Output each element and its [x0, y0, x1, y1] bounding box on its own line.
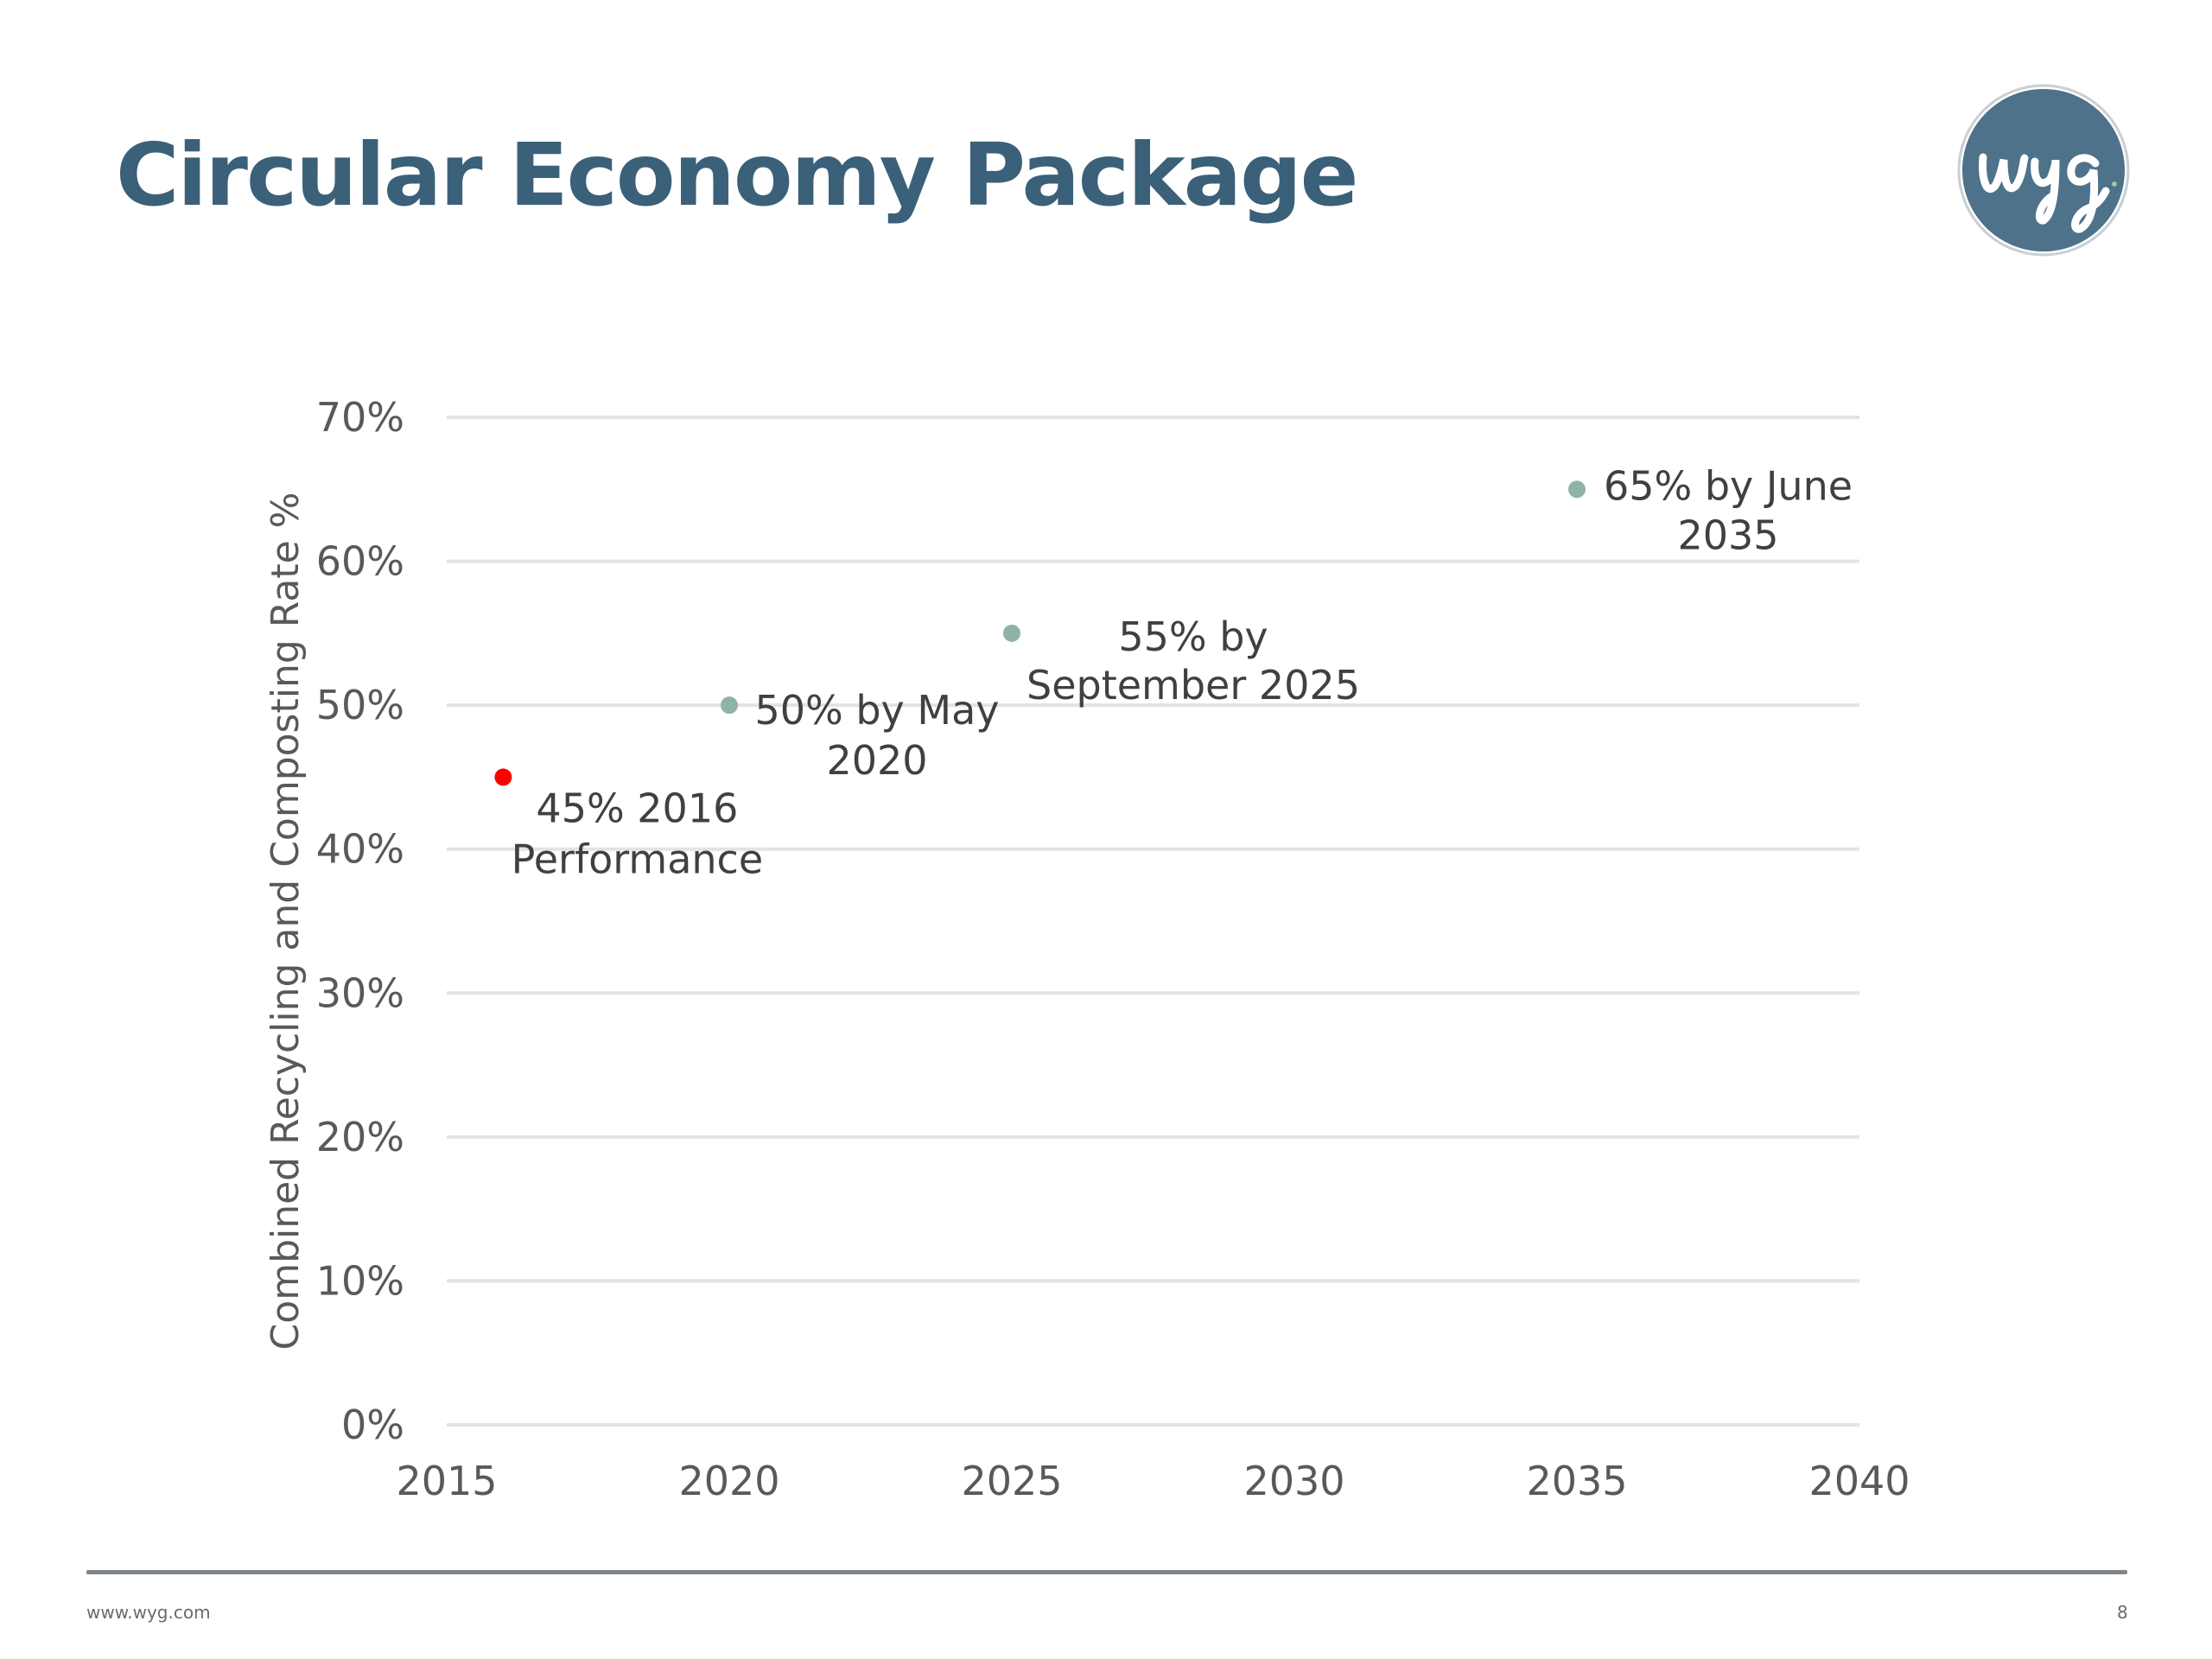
- page-number: 8: [2117, 1602, 2128, 1623]
- footer-divider: [86, 1570, 2127, 1574]
- y-tick-label: 50%: [316, 682, 404, 728]
- gridlines: [447, 416, 1859, 1427]
- slide-title: Circular Economy Package: [116, 124, 1358, 226]
- data-point: [721, 696, 738, 715]
- y-tick-label: 20%: [316, 1114, 404, 1160]
- x-tick-label: 2015: [396, 1458, 497, 1504]
- x-tick-label: 2025: [961, 1458, 1062, 1504]
- y-tick-labels: 0% 10% 20% 30% 40% 50% 60% 70%: [316, 394, 404, 1448]
- data-points: [494, 480, 1586, 786]
- data-label: 55% by September 2025: [1027, 613, 1360, 709]
- y-tick-label: 0%: [341, 1402, 404, 1448]
- y-tick-label: 30%: [316, 969, 404, 1016]
- data-point: [1568, 480, 1586, 499]
- data-point: [494, 768, 512, 786]
- x-tick-label: 2030: [1243, 1458, 1344, 1504]
- footer-url[interactable]: www.wyg.com: [86, 1602, 211, 1623]
- data-point: [1003, 624, 1020, 642]
- data-label: 45% 2016 Performance: [512, 785, 764, 882]
- y-tick-label: 10%: [316, 1257, 404, 1304]
- data-label: 65% by June 2035: [1604, 462, 1853, 558]
- x-tick-label: 2040: [1808, 1458, 1910, 1504]
- y-tick-label: 40%: [316, 826, 404, 873]
- x-tick-labels: 2015 2020 2025 2030 2035 2040: [396, 1458, 1910, 1504]
- y-tick-label: 70%: [316, 394, 404, 441]
- y-axis-title: Combined Recycling and Composting Rate %: [264, 493, 308, 1351]
- x-tick-label: 2035: [1526, 1458, 1627, 1504]
- y-tick-label: 60%: [316, 538, 404, 585]
- data-label: 50% by May 2020: [754, 687, 999, 784]
- x-tick-label: 2020: [678, 1458, 779, 1504]
